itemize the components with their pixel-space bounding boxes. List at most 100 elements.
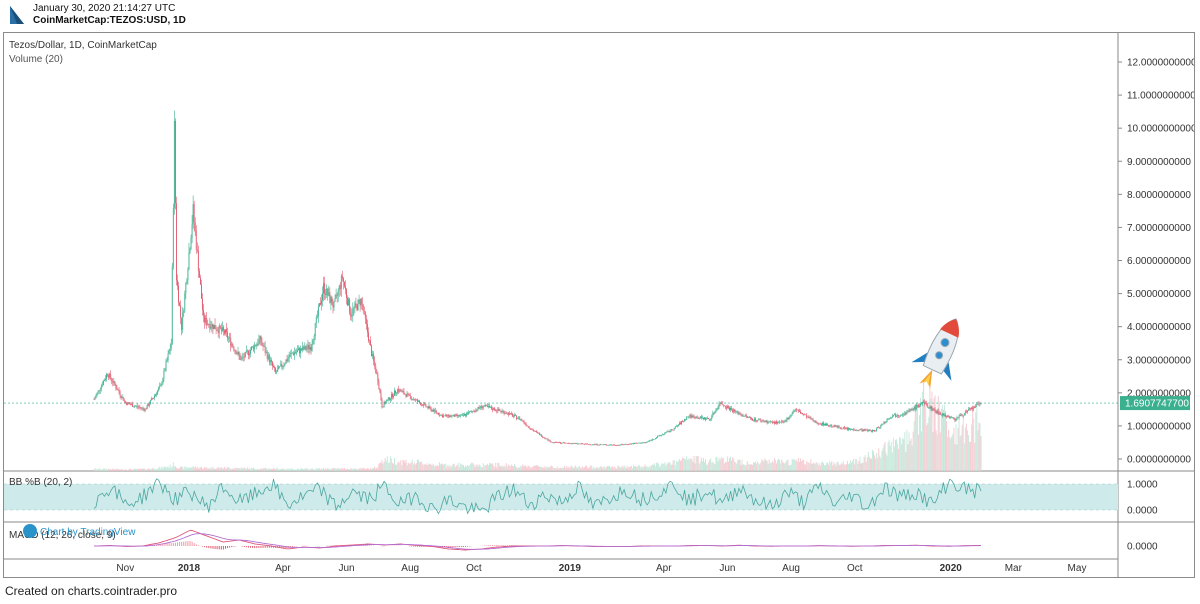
volume-bar bbox=[454, 467, 456, 471]
volume-bar bbox=[529, 467, 531, 471]
candle-body bbox=[629, 443, 631, 445]
macd-histogram-bar bbox=[231, 546, 233, 548]
candle-body bbox=[162, 378, 164, 384]
volume-bar bbox=[299, 469, 301, 471]
candle-body bbox=[784, 420, 786, 423]
candle-body bbox=[560, 442, 561, 444]
volume-bar bbox=[741, 459, 743, 471]
volume-bar bbox=[723, 463, 725, 471]
candle-body bbox=[690, 414, 692, 418]
volume-bar bbox=[282, 468, 284, 471]
volume-bar bbox=[233, 468, 235, 471]
volume-bar bbox=[932, 431, 934, 471]
volume-bar bbox=[187, 467, 189, 471]
volume-bar bbox=[569, 467, 571, 471]
volume-bar bbox=[811, 463, 813, 471]
volume-bar bbox=[775, 463, 777, 471]
volume-bar bbox=[304, 468, 306, 471]
candle-body bbox=[447, 414, 449, 417]
volume-bar bbox=[857, 463, 859, 471]
volume-bar bbox=[878, 448, 880, 471]
volume-bar bbox=[379, 462, 381, 471]
candle-body bbox=[892, 415, 894, 417]
candle-body bbox=[533, 430, 535, 432]
price-candles bbox=[93, 110, 982, 447]
candle-body bbox=[620, 444, 622, 445]
volume-bar bbox=[600, 466, 602, 471]
volume-bar bbox=[431, 465, 433, 471]
candle-body bbox=[404, 393, 406, 395]
volume-bar bbox=[548, 467, 550, 471]
macd-histogram-bar bbox=[262, 546, 264, 548]
candle-body bbox=[121, 396, 123, 398]
volume-bar bbox=[418, 459, 420, 471]
volume-bar bbox=[384, 458, 386, 471]
chart-canvas[interactable]: 12.000000000011.000000000010.00000000009… bbox=[4, 33, 1194, 577]
volume-bar bbox=[742, 464, 744, 471]
macd-histogram-bar bbox=[510, 545, 512, 546]
volume-bar bbox=[462, 464, 464, 471]
volume-bar bbox=[313, 469, 315, 471]
candle-body bbox=[670, 429, 672, 432]
candle-body bbox=[353, 307, 355, 309]
volume-bar bbox=[652, 464, 654, 471]
candle-body bbox=[288, 357, 290, 359]
volume-bar bbox=[351, 468, 353, 471]
volume-bar bbox=[678, 459, 680, 471]
volume-bar bbox=[498, 463, 500, 471]
volume-bar bbox=[278, 469, 280, 471]
candle-body bbox=[231, 344, 233, 346]
volume-bar bbox=[115, 468, 117, 471]
volume-bar bbox=[378, 463, 380, 471]
volume-bar bbox=[472, 462, 474, 471]
volume-bar bbox=[670, 464, 672, 471]
candle-body bbox=[796, 409, 798, 411]
volume-bar bbox=[290, 469, 292, 471]
volume-bar bbox=[967, 435, 969, 471]
candle-body bbox=[474, 411, 476, 413]
volume-bar bbox=[702, 457, 704, 471]
volume-bar bbox=[508, 465, 510, 471]
volume-bar bbox=[289, 468, 291, 471]
volume-bar bbox=[343, 467, 345, 471]
candle-body bbox=[650, 440, 652, 441]
macd-histogram-bar bbox=[250, 546, 252, 548]
candle-body bbox=[347, 297, 349, 306]
macd-signal-line bbox=[94, 533, 982, 550]
volume-bar bbox=[949, 437, 951, 471]
candle-body bbox=[952, 417, 954, 418]
candle-body bbox=[888, 418, 890, 420]
volume-bar bbox=[698, 463, 700, 471]
candle-body bbox=[914, 406, 916, 410]
candle-body bbox=[113, 381, 115, 383]
volume-bar bbox=[344, 469, 346, 471]
candle-body bbox=[545, 438, 547, 440]
volume-bar bbox=[168, 467, 170, 471]
volume-bar bbox=[212, 466, 214, 471]
candle-body bbox=[335, 294, 337, 298]
candle-body bbox=[165, 361, 167, 371]
volume-bar bbox=[120, 469, 122, 471]
candle-body bbox=[432, 409, 434, 412]
candle-body bbox=[578, 443, 580, 445]
candle-body bbox=[123, 400, 125, 402]
candle-body bbox=[771, 421, 773, 423]
candle-body bbox=[413, 399, 415, 401]
candle-body bbox=[398, 389, 400, 392]
volume-bar bbox=[453, 463, 455, 471]
volume-bar bbox=[534, 465, 536, 471]
candle-body bbox=[496, 410, 498, 412]
volume-bar bbox=[828, 464, 830, 471]
volume-bar bbox=[353, 468, 355, 471]
candle-body bbox=[385, 401, 387, 404]
volume-bar bbox=[415, 463, 417, 471]
volume-bar bbox=[795, 459, 797, 471]
volume-bar bbox=[937, 395, 939, 471]
candle-body bbox=[759, 419, 761, 421]
candle-body bbox=[343, 281, 345, 287]
volume-bar bbox=[468, 465, 470, 471]
candle-body bbox=[753, 420, 754, 422]
candle-body bbox=[391, 393, 393, 398]
chart-frame[interactable]: 12.0000000000 11.0000000000 10.0000000000 9… bbox=[3, 32, 1195, 578]
candle-body bbox=[366, 323, 368, 333]
